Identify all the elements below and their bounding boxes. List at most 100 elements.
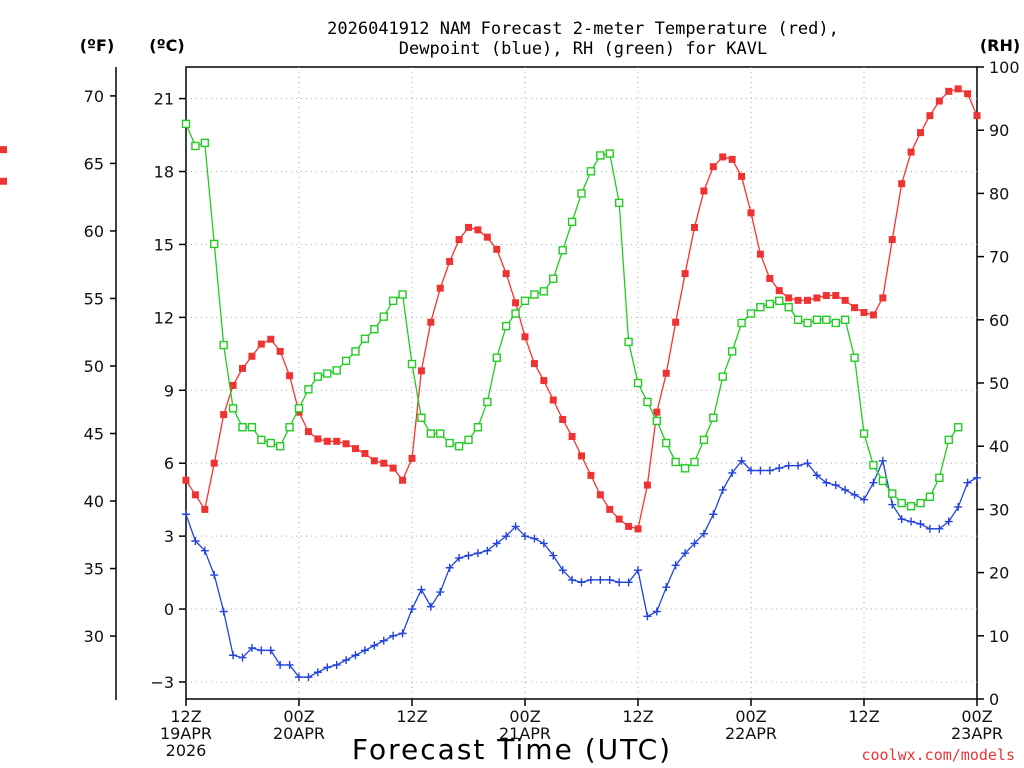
temperature-point xyxy=(380,459,388,467)
temperature-point xyxy=(691,223,698,231)
temperature-point xyxy=(521,333,529,341)
dewpoint-point xyxy=(229,651,238,660)
rh-point xyxy=(690,457,699,467)
dewpoint-point xyxy=(709,510,718,519)
rh-point xyxy=(671,457,680,467)
temperature-point xyxy=(813,294,821,302)
rh-point xyxy=(652,416,662,426)
rh-point xyxy=(341,356,351,366)
temperature-point xyxy=(945,87,953,95)
rh-point xyxy=(699,435,709,445)
dewpoint-point xyxy=(558,566,567,575)
temperature-point xyxy=(578,452,585,460)
dewpoint-point xyxy=(671,561,680,570)
dewpoint-point xyxy=(624,578,633,587)
rh-point xyxy=(247,423,257,432)
rh-point xyxy=(746,309,756,318)
dewpoint-point xyxy=(841,485,850,494)
rh-point xyxy=(379,312,388,321)
rh-point xyxy=(727,347,737,356)
temperature-point xyxy=(220,411,228,419)
temperature-point xyxy=(182,476,190,484)
rh-point xyxy=(756,302,765,312)
temperature-point xyxy=(342,440,350,448)
temperature-point xyxy=(860,309,868,317)
fahrenheit-unit-label: (ºF) xyxy=(80,36,115,55)
temperature-point xyxy=(898,180,906,188)
rh-point xyxy=(831,318,840,328)
credit-text: coolwx.com/models xyxy=(861,746,1015,764)
rh-point xyxy=(530,290,539,299)
dewpoint-point xyxy=(521,532,529,541)
temperature-point xyxy=(917,129,924,137)
dewpoint-point xyxy=(238,653,247,662)
temperature-point xyxy=(210,459,218,467)
rh-point xyxy=(718,372,727,381)
dewpoint-point xyxy=(747,466,755,475)
rh-point xyxy=(624,337,633,347)
dewpoint-point xyxy=(925,524,934,533)
temperature-point xyxy=(257,340,265,348)
rh-point xyxy=(840,315,850,324)
dewpoint-point xyxy=(304,673,313,682)
temperature-point xyxy=(907,148,915,156)
temperature-point xyxy=(549,396,557,404)
rh-tick-label: 30 xyxy=(989,500,1009,519)
dewpoint-point xyxy=(596,575,605,584)
dewpoint-point xyxy=(643,612,652,621)
temperature-point xyxy=(822,291,830,299)
fahrenheit-tick-label: 70 xyxy=(84,87,104,106)
rh-tick-label: 40 xyxy=(989,437,1009,456)
dewpoint-point xyxy=(276,660,285,669)
rh-tick-label: 80 xyxy=(989,184,1009,203)
chart-title-line-1: 2026041912 NAM Forecast 2-meter Temperat… xyxy=(327,19,839,39)
rh-point xyxy=(614,198,624,208)
temperature-point xyxy=(625,522,633,530)
rh-point xyxy=(238,423,247,432)
temperature-point xyxy=(323,437,331,445)
dewpoint-point xyxy=(935,524,944,533)
temperature-point xyxy=(738,172,746,180)
dewpoint-point xyxy=(878,456,887,465)
temperature-point xyxy=(427,318,435,326)
temperature-point xyxy=(201,505,209,513)
rh-tick-label: 100 xyxy=(989,58,1020,77)
temperature-point xyxy=(851,304,859,312)
fahrenheit-tick-label: 55 xyxy=(84,289,104,308)
temperature-point xyxy=(455,236,463,244)
temperature-point xyxy=(719,153,727,161)
rh-point xyxy=(473,423,483,432)
rh-point xyxy=(388,296,398,306)
temperature-point xyxy=(191,491,199,499)
celsius-tick-label: 9 xyxy=(164,381,174,400)
dewpoint-point xyxy=(756,466,765,475)
dewpoint-point xyxy=(455,554,464,563)
celsius-tick-label: 15 xyxy=(154,235,174,254)
temperature-point xyxy=(954,85,962,93)
temperature-point xyxy=(408,454,416,462)
rh-point xyxy=(407,359,417,369)
dewpoint-point xyxy=(549,551,558,560)
rh-point xyxy=(577,189,586,198)
temperature-point xyxy=(615,515,623,523)
dewpoint-point xyxy=(784,461,793,470)
rh-point xyxy=(709,413,718,422)
dewpoint-point xyxy=(295,673,303,682)
dewpoint-line xyxy=(185,458,978,678)
temperature-point xyxy=(304,428,312,436)
rh-point xyxy=(398,290,407,299)
axis-ticks: −3 0 3 6 9 12 15 18 21 30 35 40 45 50 55 60 65 70 0 10 20 30 4… xyxy=(84,58,1020,760)
chart-title-line-2: Dewpoint (blue), RH (green) for KAVL xyxy=(399,39,767,59)
rh-point xyxy=(501,321,511,331)
dewpoint-point xyxy=(266,646,275,655)
dewpoint-point xyxy=(775,464,784,473)
rh-point xyxy=(662,438,671,448)
temperature-point xyxy=(267,335,275,343)
dewpoint-point xyxy=(765,466,774,475)
dewpoint-point xyxy=(577,578,586,587)
temperature-point xyxy=(587,471,595,479)
rh-point xyxy=(219,340,228,350)
temperature-point xyxy=(446,257,454,265)
celsius-tick-label: 21 xyxy=(154,90,174,109)
